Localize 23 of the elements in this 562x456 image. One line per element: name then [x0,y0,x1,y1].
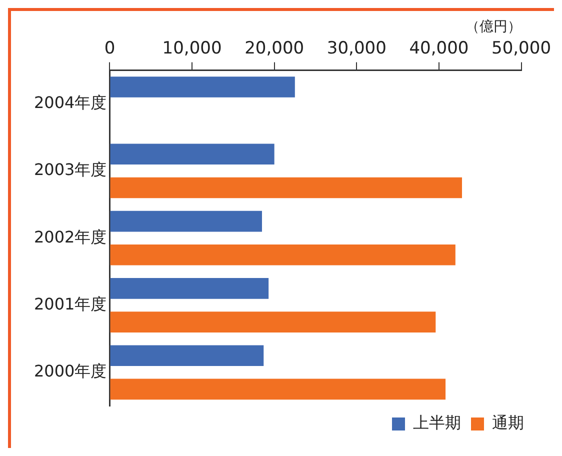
legend-label: 通期 [492,413,524,432]
bar [110,312,436,332]
x-tick-label: 20,000 [244,38,304,58]
bar [110,244,456,266]
x-tick-label: 30,000 [326,38,386,58]
y-tick-label: 2001年度 [34,294,107,314]
bar [110,177,462,198]
bar [110,76,295,98]
x-tick-label: 50,000 [492,38,551,58]
bar [110,210,262,232]
y-tick-label: 2000年度 [34,362,107,381]
x-tick-label: 0 [104,38,116,58]
legend-label: 上半期 [413,413,461,432]
bar [110,345,264,366]
x-tick-label: 40,000 [409,38,469,58]
bar [110,144,274,165]
y-tick-label: 2004年度 [34,92,107,112]
x-tick-label: 10,000 [162,38,222,58]
bar [110,278,269,299]
y-tick-label: 2003年度 [34,160,107,180]
y-tick-label: 2002年度 [34,227,107,246]
bar [110,378,446,400]
x-axis-title: （億円） [465,19,522,36]
